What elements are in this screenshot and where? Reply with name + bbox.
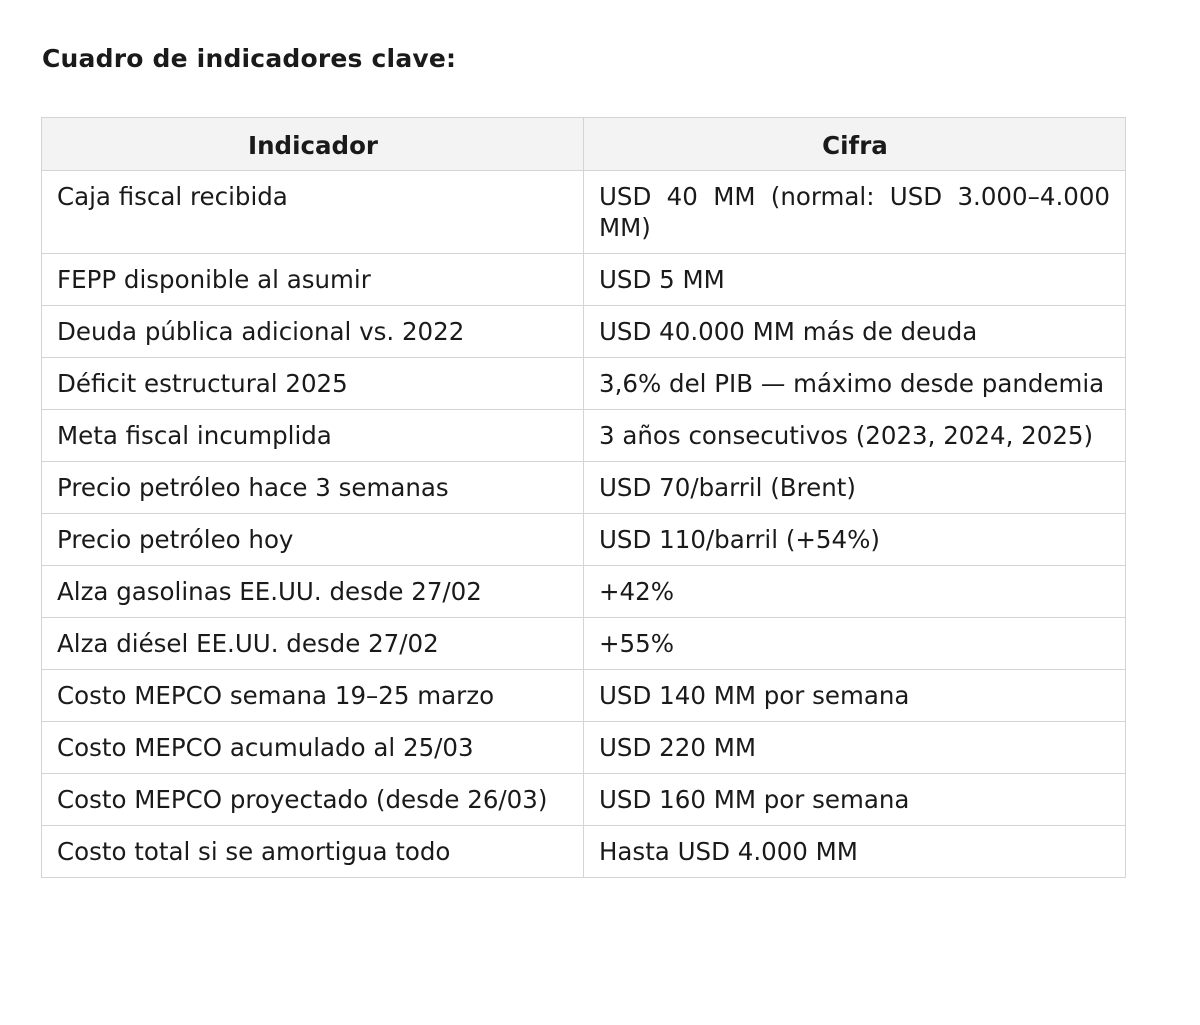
value-cell: USD 5 MM <box>583 253 1126 306</box>
indicator-cell: Costo MEPCO semana 19–25 marzo <box>41 669 584 722</box>
value-cell: USD 160 MM por semana <box>583 773 1126 826</box>
indicator-cell: Alza gasolinas EE.UU. desde 27/02 <box>41 565 584 618</box>
table-row: Alza diésel EE.UU. desde 27/02 +55% <box>41 617 1126 670</box>
table-row: Caja fiscal recibida USD 40 MM (normal: … <box>41 170 1126 254</box>
value-cell: +42% <box>583 565 1126 618</box>
value-cell: USD 70/barril (Brent) <box>583 461 1126 514</box>
indicator-cell: FEPP disponible al asumir <box>41 253 584 306</box>
column-header-indicador: Indicador <box>41 117 584 171</box>
table-row: Costo MEPCO acumulado al 25/03 USD 220 M… <box>41 721 1126 774</box>
table-row: Costo MEPCO semana 19–25 marzo USD 140 M… <box>41 669 1126 722</box>
table-row: Deuda pública adicional vs. 2022 USD 40.… <box>41 305 1126 358</box>
table-row: Precio petróleo hoy USD 110/barril (+54%… <box>41 513 1126 566</box>
value-cell: +55% <box>583 617 1126 670</box>
indicator-cell: Alza diésel EE.UU. desde 27/02 <box>41 617 584 670</box>
indicator-cell: Costo MEPCO proyectado (desde 26/03) <box>41 773 584 826</box>
value-cell: USD 140 MM por semana <box>583 669 1126 722</box>
table-header-row: Indicador Cifra <box>41 117 1126 171</box>
indicators-table: Indicador Cifra Caja fiscal recibida USD… <box>41 117 1126 878</box>
table-row: Costo MEPCO proyectado (desde 26/03) USD… <box>41 773 1126 826</box>
value-cell: USD 40.000 MM más de deuda <box>583 305 1126 358</box>
indicator-cell: Costo total si se amortigua todo <box>41 825 584 878</box>
indicator-cell: Deuda pública adicional vs. 2022 <box>41 305 584 358</box>
indicator-cell: Costo MEPCO acumulado al 25/03 <box>41 721 584 774</box>
value-cell: Hasta USD 4.000 MM <box>583 825 1126 878</box>
indicator-cell: Caja fiscal recibida <box>41 170 584 254</box>
table-row: Déficit estructural 2025 3,6% del PIB — … <box>41 357 1126 410</box>
column-header-cifra: Cifra <box>583 117 1126 171</box>
table-row: Costo total si se amortigua todo Hasta U… <box>41 825 1126 878</box>
table-row: FEPP disponible al asumir USD 5 MM <box>41 253 1126 306</box>
indicator-cell: Precio petróleo hoy <box>41 513 584 566</box>
table-row: Alza gasolinas EE.UU. desde 27/02 +42% <box>41 565 1126 618</box>
indicator-cell: Precio petróleo hace 3 semanas <box>41 461 584 514</box>
page-title: Cuadro de indicadores clave: <box>42 44 457 73</box>
indicator-cell: Déficit estructural 2025 <box>41 357 584 410</box>
table-row: Precio petróleo hace 3 semanas USD 70/ba… <box>41 461 1126 514</box>
value-cell: USD 110/barril (+54%) <box>583 513 1126 566</box>
table-row: Meta fiscal incumplida 3 años consecutiv… <box>41 409 1126 462</box>
value-cell: USD 40 MM (normal: USD 3.000–4.000 MM) <box>583 170 1126 254</box>
value-cell: 3 años consecutivos (2023, 2024, 2025) <box>583 409 1126 462</box>
value-cell: 3,6% del PIB — máximo desde pandemia <box>583 357 1126 410</box>
value-cell: USD 220 MM <box>583 721 1126 774</box>
indicator-cell: Meta fiscal incumplida <box>41 409 584 462</box>
